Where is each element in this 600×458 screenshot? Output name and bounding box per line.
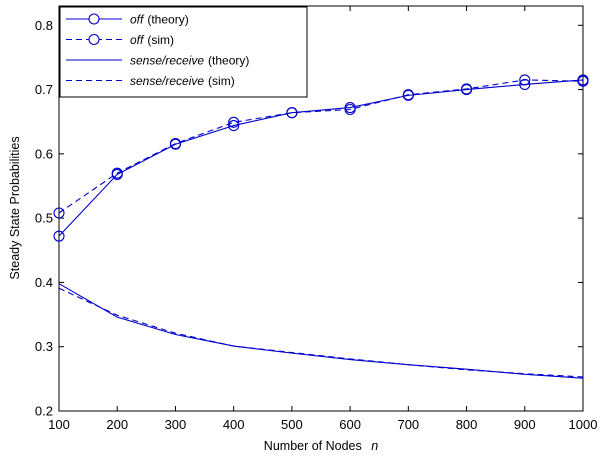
y-tick-label: 0.4 [35, 275, 53, 290]
legend-entry-off-sim: off (sim) [130, 33, 174, 47]
y-tick-label: 0.2 [35, 404, 53, 419]
x-tick-label: 1000 [569, 417, 598, 432]
y-tick-label: 0.7 [35, 82, 53, 97]
y-tick-label: 0.8 [35, 18, 53, 33]
y-axis-label: Steady State Probabilities [8, 136, 22, 279]
legend-marker-off-theory [88, 13, 100, 25]
x-axis-label-symbol: n [371, 439, 378, 453]
data-point-off-sim [402, 89, 414, 101]
x-tick-label: 200 [106, 417, 128, 432]
legend-entry-name: off [130, 33, 145, 47]
legend-entry-name: off [130, 13, 145, 27]
legend-box [59, 6, 308, 98]
legend-entry-suffix: (theory) [208, 54, 249, 68]
legend-entry-name: sense/receive [130, 54, 204, 68]
legend: off (theory)off (sim)sense/receive (theory)… [59, 6, 308, 98]
x-tick-label: 800 [456, 417, 478, 432]
x-tick-label: 100 [48, 417, 70, 432]
y-tick-label: 0.6 [35, 146, 53, 161]
x-axis-label: Number of Nodes n [264, 439, 378, 453]
y-tick-label: 0.3 [35, 339, 53, 354]
series-line-off-theory [58, 79, 584, 237]
x-tick-label: 700 [397, 417, 419, 432]
data-point-off-sim [344, 103, 356, 116]
x-tick-label: 600 [339, 417, 361, 432]
legend-entry-suffix: (sim) [208, 74, 235, 88]
legend-entry-sense-receive-theory: sense/receive (theory) [130, 54, 249, 68]
legend-marker-off-sim [88, 33, 100, 46]
legend-entry-off-theory: off (theory) [130, 13, 189, 27]
data-point-off-theory [53, 230, 65, 242]
x-tick-label: 400 [223, 417, 245, 432]
series-layer [53, 74, 589, 379]
legend-entry-suffix: (theory) [147, 13, 188, 27]
data-point-off-sim [461, 83, 473, 95]
series-line-off-sim [58, 79, 584, 214]
x-tick-label: 500 [281, 417, 303, 432]
x-tick-label: 900 [514, 417, 536, 432]
series-line-sense-receive-theory [58, 283, 584, 379]
legend-entry-sense-receive-sim: sense/receive (sim) [130, 74, 235, 88]
x-axis-label-text: Number of Nodes [264, 439, 362, 453]
data-point-off-sim [169, 138, 181, 150]
data-point-off-theory [228, 120, 240, 132]
y-tick-label: 0.5 [35, 211, 53, 226]
data-point-off-sim [53, 207, 65, 219]
data-point-off-sim [519, 74, 531, 86]
data-point-off-sim [111, 167, 123, 179]
x-tick-label: 300 [165, 417, 187, 432]
axis-ticks: 100 200 300 400 500 600 700 800 900 1000 0.2 0.3 0.4… [35, 6, 598, 432]
data-point-off-sim [577, 75, 589, 87]
data-point-off-sim [228, 116, 240, 128]
data-point-off-sim [286, 107, 298, 119]
series-line-sense-receive-sim [58, 287, 584, 378]
legend-entry-name: sense/receive [130, 74, 204, 88]
legend-entry-suffix: (sim) [147, 33, 174, 47]
